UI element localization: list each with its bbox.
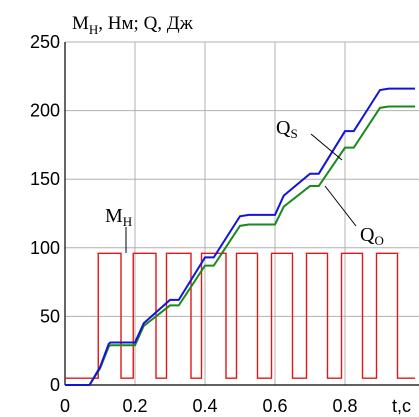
plot-area: [65, 42, 419, 385]
x-tick-label: 0.8: [332, 396, 357, 416]
y-tick-label: 150: [30, 169, 60, 189]
series-label-mh: MH: [105, 205, 132, 229]
series-line-mh: [65, 252, 415, 379]
x-axis-label: t,c: [392, 396, 411, 416]
series-label-qo: QO: [360, 224, 384, 248]
series-label-qs: QS: [276, 117, 298, 141]
y-tick-label: 100: [30, 238, 60, 258]
x-tick-label: 0: [60, 396, 70, 416]
series-line-qs: [65, 87, 415, 386]
y-tick-label: 50: [40, 306, 60, 326]
x-tick-label: 0.6: [262, 396, 287, 416]
leader-line-qs: [310, 133, 343, 161]
leader-line-qo: [324, 185, 357, 227]
y-tick-label: 0: [50, 375, 60, 395]
y-tick-label: 250: [30, 32, 60, 52]
x-tick-label: 0.2: [122, 396, 147, 416]
y-tick-label: 200: [30, 101, 60, 121]
x-tick-label: 0.4: [192, 396, 217, 416]
chart-title: MH, Нм; Q, Дж: [72, 13, 194, 37]
